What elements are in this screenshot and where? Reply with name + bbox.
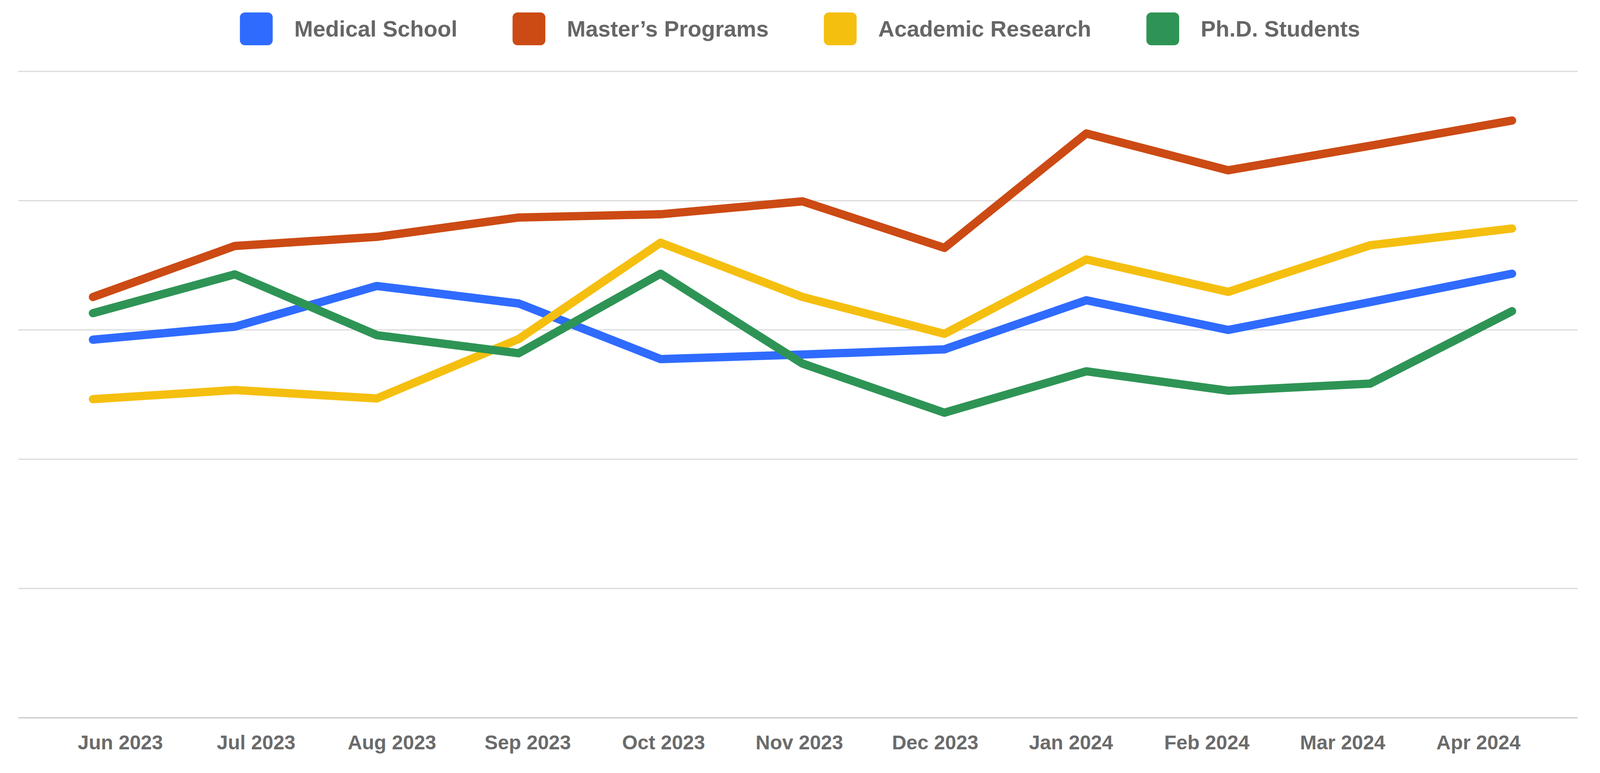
x-tick-label: Jul 2023	[217, 731, 296, 754]
legend-label: Master’s Programs	[566, 16, 769, 42]
series-line	[92, 273, 1513, 359]
legend-label: Ph.D. Students	[1200, 16, 1361, 42]
x-axis-line	[18, 717, 1578, 719]
legend-swatch	[239, 12, 273, 46]
x-tick-label: Oct 2023	[621, 731, 705, 754]
legend-swatch	[824, 12, 857, 46]
legend-label: Academic Research	[878, 16, 1092, 42]
x-tick-label: Feb 2024	[1164, 731, 1250, 754]
x-tick-label: Jun 2023	[77, 731, 163, 754]
grid-line	[18, 458, 1578, 460]
grid-line	[18, 329, 1578, 331]
x-tick-label: Aug 2023	[347, 731, 437, 754]
x-tick-label: Jan 2024	[1029, 731, 1114, 754]
grid-line	[18, 70, 1578, 73]
x-tick-label: Mar 2024	[1300, 731, 1386, 754]
legend-swatch	[1146, 12, 1180, 46]
grid-line	[18, 717, 1578, 719]
legend: Medical School Master’s Programs Academic …	[239, 12, 1361, 46]
series-line	[92, 273, 1513, 413]
x-tick-label: Sep 2023	[484, 731, 571, 754]
chart: Jun 2023 Jul 2023 Aug 2023 Sep 2023 Oct 2023…	[0, 0, 1600, 773]
legend-label: Medical School	[294, 16, 458, 42]
legend-swatch	[512, 12, 546, 46]
grid-line	[18, 587, 1578, 589]
x-tick-label: Apr 2024	[1436, 731, 1521, 754]
series-line	[92, 228, 1513, 399]
x-tick-label: Nov 2023	[755, 731, 844, 754]
x-tick-label: Dec 2023	[892, 731, 979, 754]
series-group	[92, 120, 1513, 413]
